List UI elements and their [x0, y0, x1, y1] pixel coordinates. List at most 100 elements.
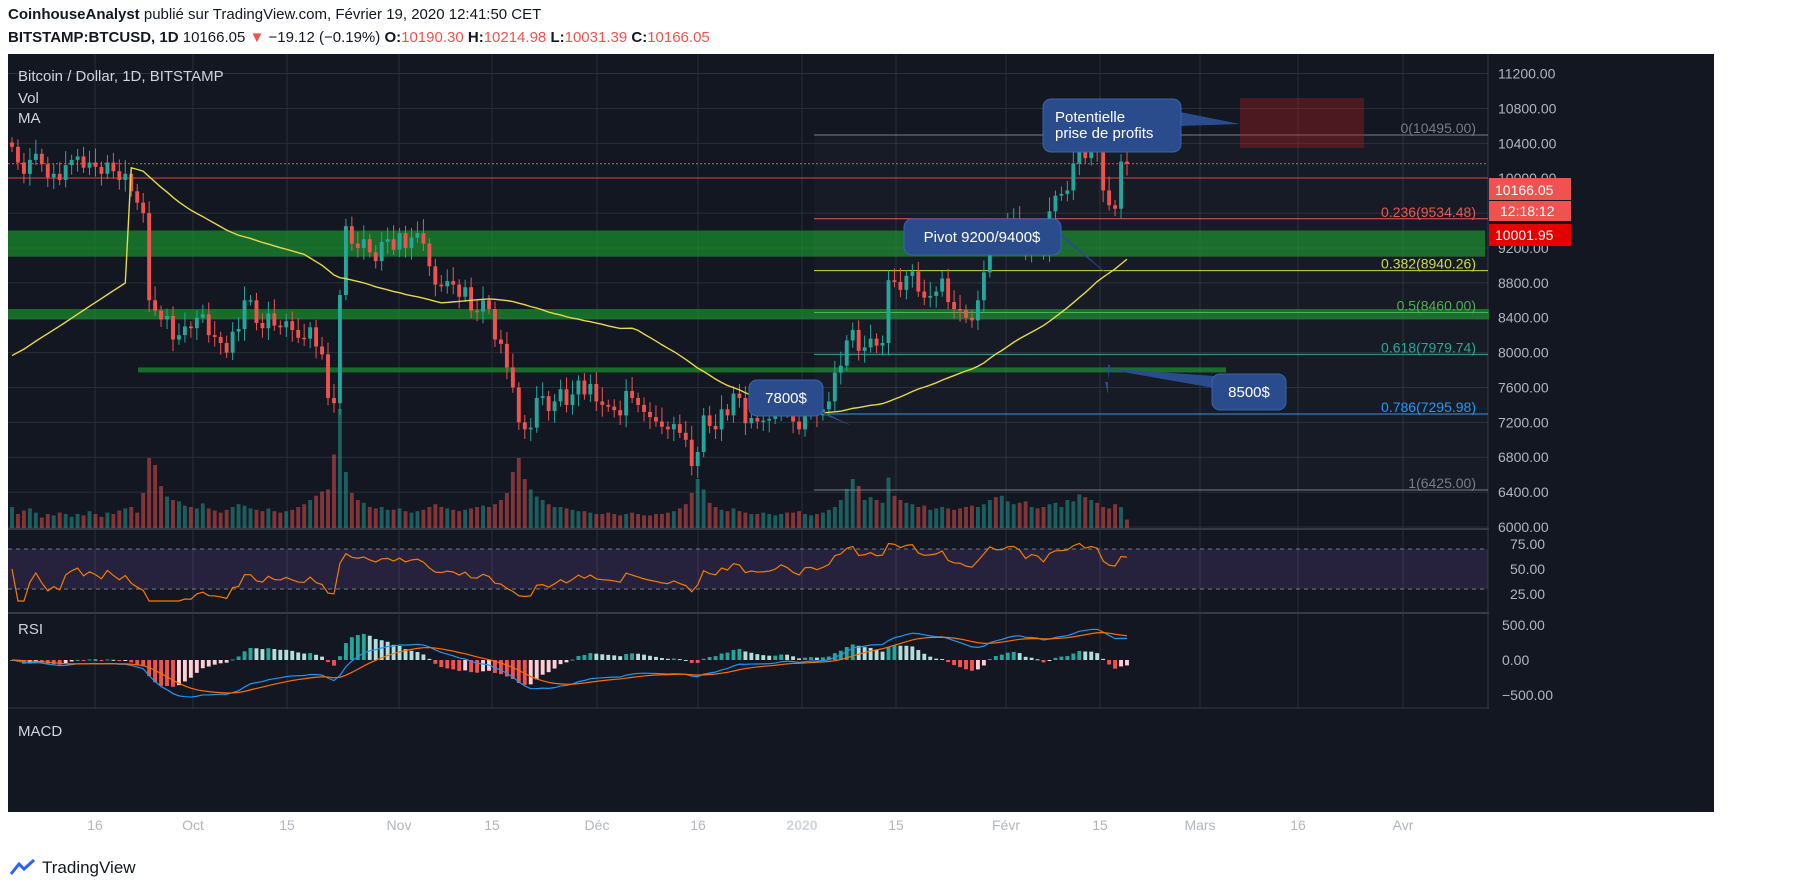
macd-histogram-bar [206, 660, 211, 667]
candle-body [844, 340, 849, 366]
volume-bar [659, 514, 664, 528]
macd-histogram-bar [600, 654, 605, 660]
macd-histogram-bar [510, 660, 515, 680]
candle-body [165, 315, 169, 320]
macd-histogram-bar [1035, 659, 1040, 661]
macd-histogram-bar [695, 660, 700, 663]
macd-histogram-bar [540, 660, 545, 675]
price-tick-10: 7200.00 [1498, 414, 1549, 430]
time-tick-6: 16 [690, 817, 706, 833]
vol-label: Vol [18, 90, 39, 107]
tradingview-brand[interactable]: TradingView [10, 858, 136, 878]
candle-body [922, 291, 927, 298]
candle-body [391, 239, 396, 250]
volume-bar [797, 511, 801, 528]
volume-bar [63, 514, 68, 528]
volume-bar [850, 479, 855, 528]
candle-body [701, 415, 706, 453]
macd-histogram-bar [1005, 652, 1010, 660]
volume-bar [1101, 507, 1106, 528]
volume-bar [105, 512, 110, 528]
macd-histogram-bar [904, 645, 909, 660]
chart-title: Bitcoin / Dollar, 1D, BITSTAMP [18, 68, 224, 85]
volume-bar [409, 512, 414, 528]
macd-histogram-bar [588, 653, 593, 660]
candle-body [540, 396, 545, 398]
macd-histogram-bar [391, 644, 396, 660]
candle-body [916, 271, 921, 292]
macd-histogram-bar [93, 659, 98, 661]
macd-histogram-bar [159, 660, 164, 686]
candle-body [475, 310, 480, 313]
macd-histogram-bar [749, 652, 754, 660]
volume-bar [952, 509, 957, 528]
candle-body [755, 418, 760, 422]
macd-histogram-bar [791, 656, 796, 660]
profit-taking-zone [1240, 98, 1364, 148]
candle-body [826, 401, 831, 410]
volume-bar [820, 512, 825, 528]
volume-bar [421, 509, 426, 528]
volume-bar [1119, 507, 1123, 528]
macd-histogram-bar [809, 657, 813, 660]
volume-bar [1071, 501, 1076, 528]
macd-histogram-bar [284, 649, 289, 660]
candle-body [415, 233, 420, 238]
macd-histogram-bar [785, 654, 790, 660]
volume-bar [785, 512, 790, 528]
candle-body [296, 329, 301, 338]
8500-callout-pointer2 [1105, 382, 1108, 394]
macd-histogram-bar [719, 653, 724, 660]
candle-body [224, 343, 229, 353]
volume-bar [862, 500, 867, 528]
volume-bar [308, 500, 313, 528]
candle-body [487, 300, 491, 309]
volume-bar [194, 508, 199, 528]
candle-body [642, 404, 646, 412]
volume-bar [1041, 507, 1046, 528]
volume-bar [10, 507, 14, 528]
fib-label-4: 0.618(7979.74) [1381, 339, 1476, 355]
volume-bar [904, 502, 909, 528]
fib-label-0: 0(10495.00) [1400, 120, 1476, 136]
macd-histogram-bar [260, 649, 265, 660]
candle-body [1119, 161, 1123, 209]
volume-bar [349, 493, 354, 528]
candle-body [445, 281, 450, 287]
candle-body [731, 393, 736, 416]
candle-body [528, 427, 533, 430]
macd-histogram-bar [1047, 660, 1052, 661]
macd-histogram-bar [188, 660, 193, 678]
high-label: H: [467, 29, 484, 46]
volume-bar [493, 504, 497, 528]
volume-bar [51, 515, 56, 528]
volume-bar [981, 504, 986, 528]
macd-histogram-bar [856, 645, 861, 660]
candle-body [469, 287, 474, 311]
macd-histogram-bar [815, 657, 819, 660]
macd-histogram-bar [731, 649, 736, 660]
volume-bar [713, 507, 718, 528]
macd-histogram-bar [642, 654, 646, 660]
macd-histogram-bar [141, 660, 146, 667]
price-tick-2: 10400.00 [1498, 135, 1557, 151]
volume-bar [469, 508, 474, 528]
macd-histogram-bar [1041, 660, 1046, 663]
volume-bar [564, 508, 569, 528]
volume-bar [147, 458, 152, 528]
volume-bar [987, 500, 992, 528]
time-tick-10: 15 [1092, 817, 1108, 833]
macd-histogram-bar [874, 649, 879, 660]
macd-histogram-bar [451, 660, 456, 670]
volume-bar [373, 508, 378, 528]
volume-bar [272, 511, 277, 528]
volume-bar [33, 512, 38, 528]
volume-bar [534, 496, 539, 528]
rsi-line [11, 542, 1128, 602]
macd-histogram-bar [677, 659, 682, 661]
volume-bar [791, 512, 796, 528]
macd-histogram-bar [773, 655, 778, 660]
rsi-tick-0: 75.00 [1510, 536, 1545, 552]
7800-callout-text: 7800$ [765, 390, 807, 407]
